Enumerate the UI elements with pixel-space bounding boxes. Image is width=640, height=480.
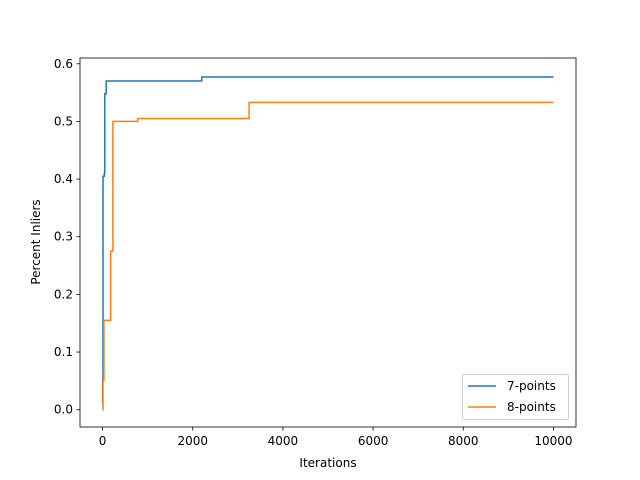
y-tick-label: 0.4 bbox=[54, 172, 73, 186]
y-axis-label: Percent Inliers bbox=[29, 199, 43, 284]
x-tick-label: 2000 bbox=[177, 434, 208, 448]
x-axis-label: Iterations bbox=[299, 456, 356, 470]
x-tick-label: 6000 bbox=[358, 434, 389, 448]
y-tick-label: 0.6 bbox=[54, 57, 73, 71]
y-tick-label: 0.1 bbox=[54, 345, 73, 359]
legend-label-8-points: 8-points bbox=[507, 400, 556, 414]
x-axis: 0 2000 4000 6000 8000 10000 bbox=[99, 427, 573, 448]
y-tick-label: 0.5 bbox=[54, 114, 73, 128]
legend: 7-points 8-points bbox=[462, 374, 569, 420]
y-axis: 0.0 0.1 0.2 0.3 0.4 0.5 0.6 bbox=[54, 57, 80, 417]
axes-frame bbox=[79, 57, 577, 428]
y-tick-label: 0.0 bbox=[54, 403, 73, 417]
x-tick-label: 4000 bbox=[268, 434, 299, 448]
x-tick-label: 8000 bbox=[448, 434, 479, 448]
plot-area bbox=[79, 57, 577, 428]
x-tick-label: 0 bbox=[99, 434, 107, 448]
y-tick-label: 0.3 bbox=[54, 230, 73, 244]
series-layer bbox=[101, 76, 554, 411]
series-line-8-points bbox=[102, 101, 554, 411]
legend-label-7-points: 7-points bbox=[507, 379, 556, 393]
x-tick-label: 10000 bbox=[534, 434, 572, 448]
y-tick-label: 0.2 bbox=[54, 287, 73, 301]
